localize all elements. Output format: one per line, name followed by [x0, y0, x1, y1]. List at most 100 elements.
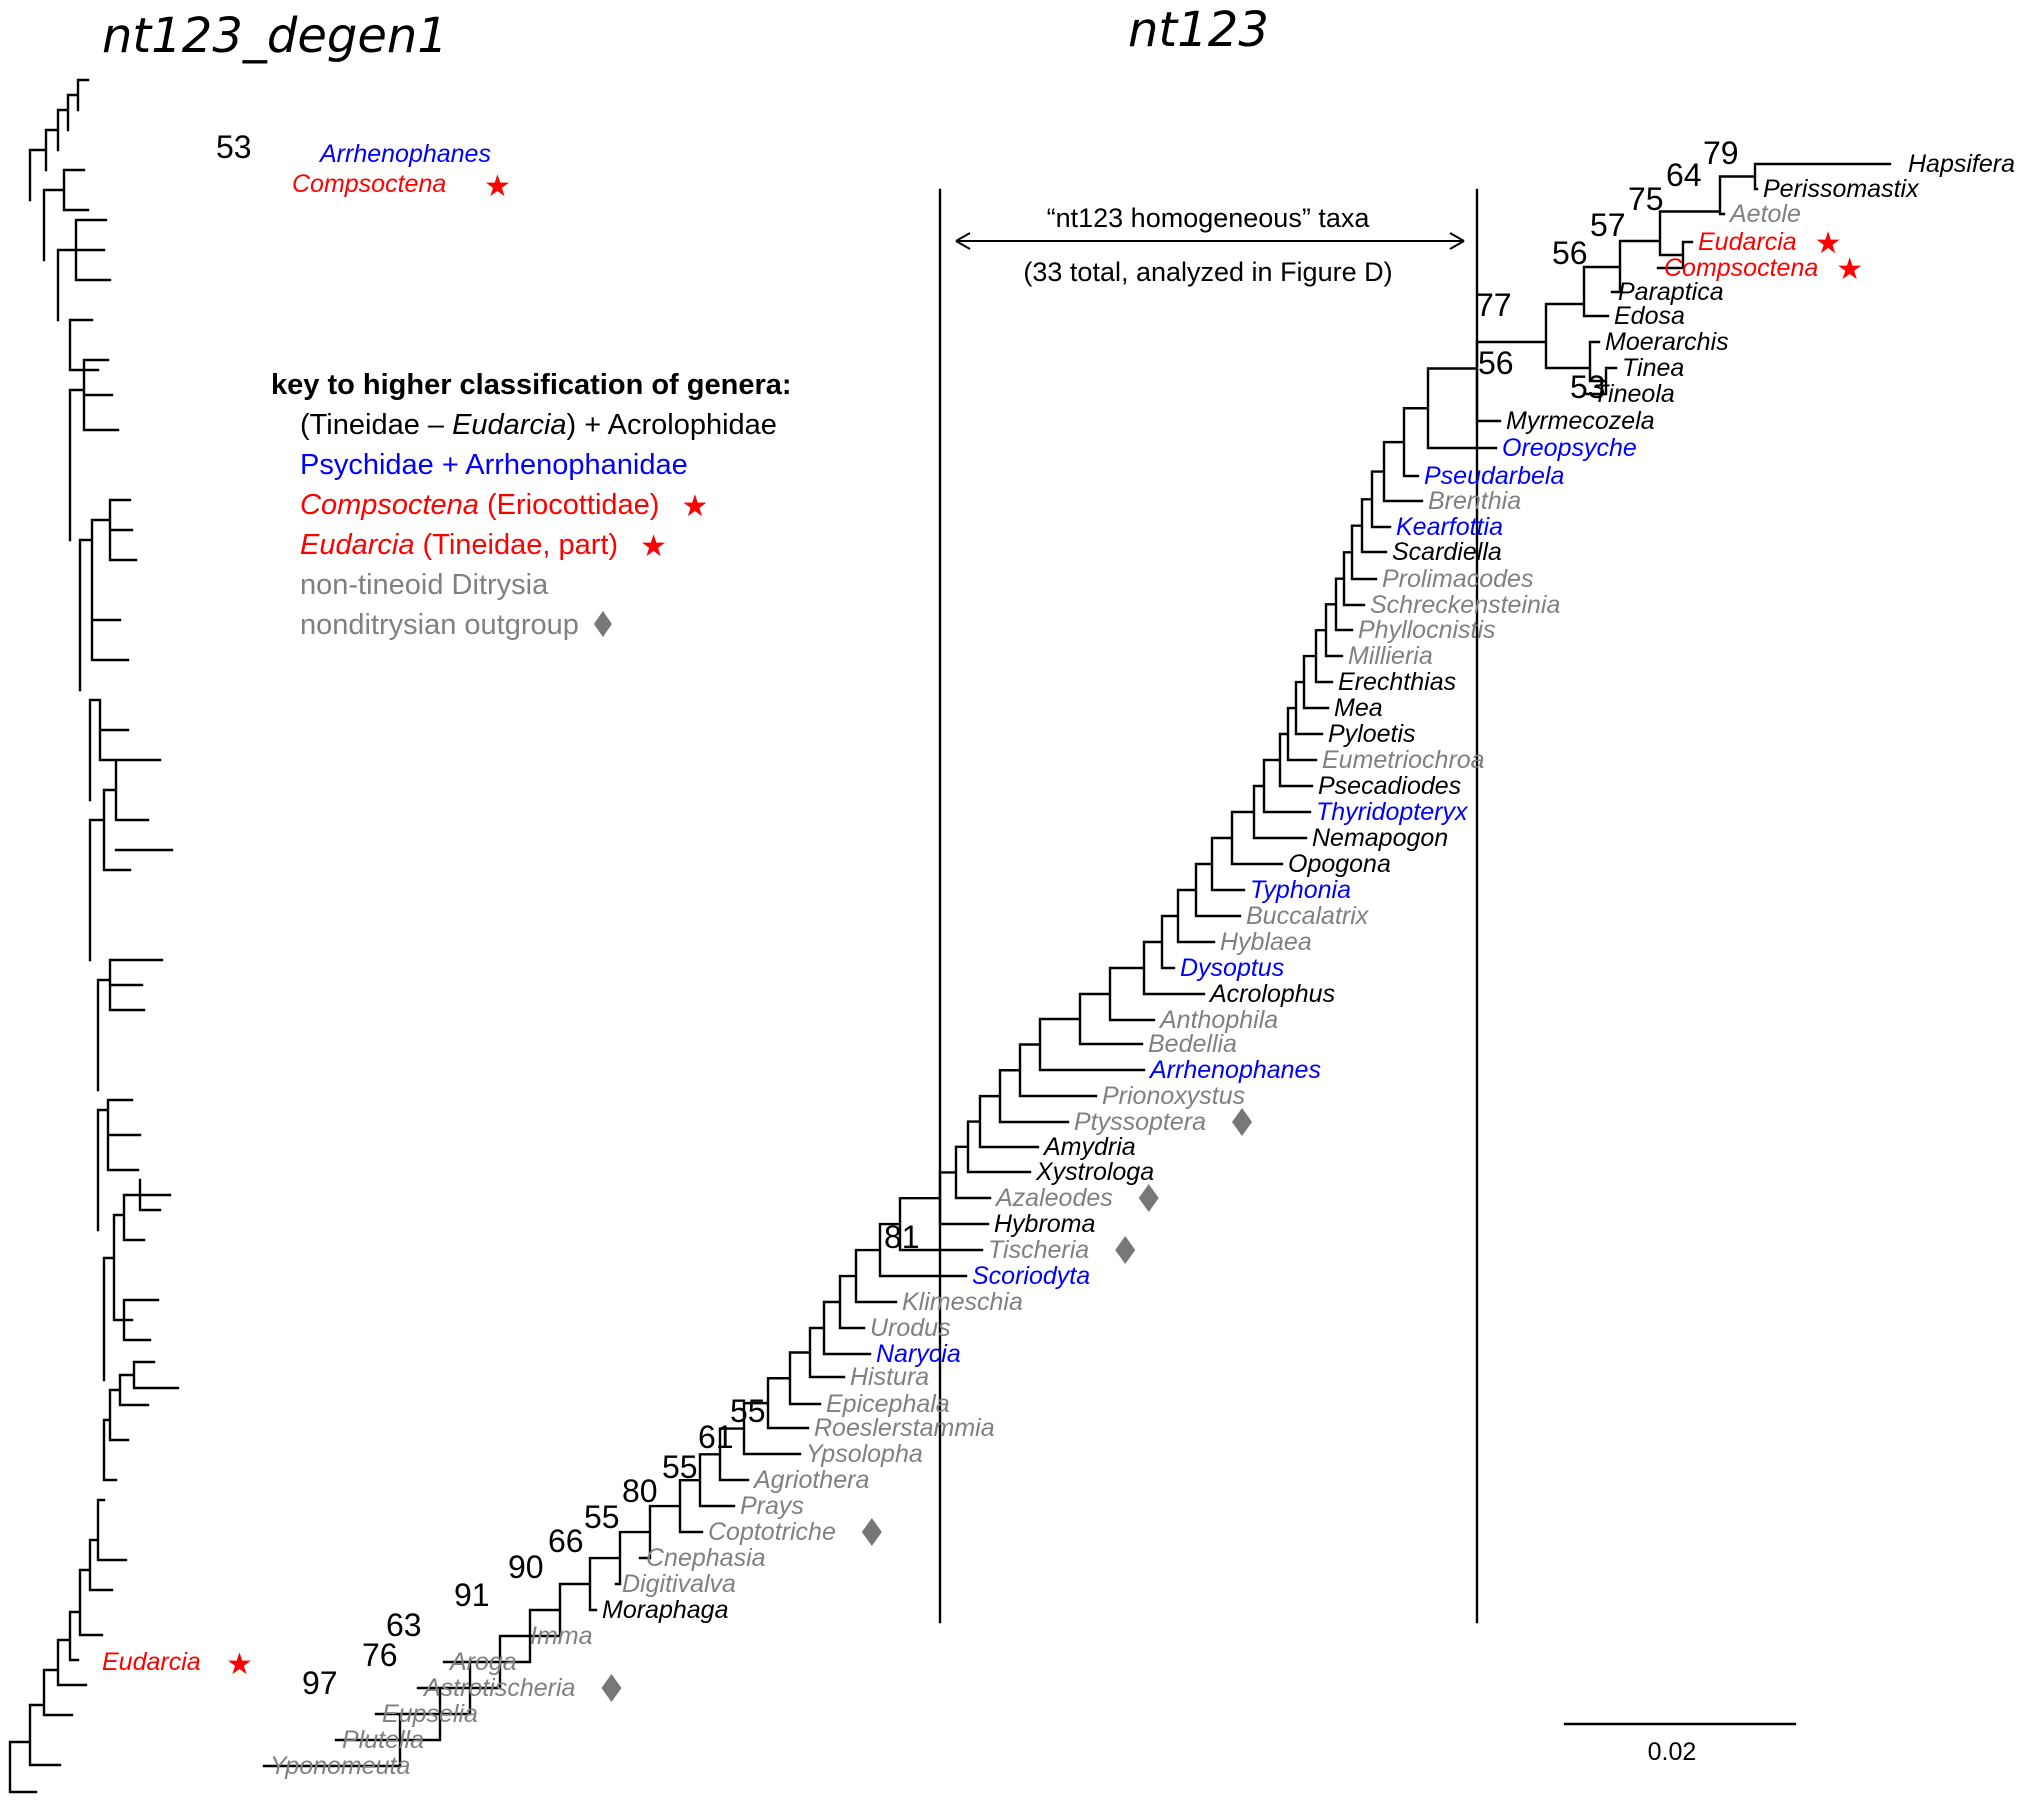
taxon-anthophila: Anthophila: [1158, 1006, 1278, 1034]
taxon-phyllocnistis: Phyllocnistis: [1358, 616, 1496, 644]
bootstrap-value: 75: [1628, 181, 1664, 217]
taxon-eupselia: Eupselia: [382, 1700, 478, 1728]
key-line-3-part-1: Compsoctena: [300, 489, 479, 521]
classification-key: key to higher classification of genera: …: [271, 369, 792, 641]
key-line-4: Eudarcia (Tineidae, part): [300, 529, 618, 561]
bootstrap-value: 79: [1703, 135, 1739, 171]
taxon-xystrologa: Xystrologa: [1035, 1158, 1154, 1186]
key-line-3-part-2: (Eriocottidae): [479, 489, 660, 521]
taxon-mea: Mea: [1334, 694, 1383, 722]
taxon-eudarcia: Eudarcia: [1698, 228, 1797, 256]
scale-bar-label: 0.02: [1648, 1738, 1697, 1766]
left-taxon-eudarcia: Eudarcia: [102, 1648, 201, 1676]
bootstrap-value: 61: [698, 1419, 734, 1455]
taxon-klimeschia: Klimeschia: [902, 1288, 1023, 1316]
key-line-5-part-1: non-tineoid Ditrysia: [300, 569, 549, 601]
taxon-eumetriochroa: Eumetriochroa: [1322, 746, 1485, 774]
taxon-tinea: Tinea: [1622, 354, 1684, 382]
taxon-typhonia: Typhonia: [1250, 876, 1351, 904]
left-tree-title: nt123_degen1: [102, 8, 448, 64]
key-line-1: (Tineidae – Eudarcia) + Acrolophidae: [300, 409, 777, 441]
taxon-narycia: Narycia: [876, 1340, 961, 1368]
left-star-icon-compsoctena: ★: [484, 169, 511, 204]
taxon-acrolophus: Acrolophus: [1208, 980, 1335, 1008]
taxon-hapsifera: Hapsifera: [1908, 150, 2015, 178]
taxon-edosa: Edosa: [1614, 302, 1685, 330]
left-star-icon-eudarcia: ★: [226, 1647, 253, 1682]
diamond-icon-tischeria: [1115, 1236, 1136, 1264]
bootstrap-value: 63: [386, 1607, 422, 1643]
taxon-pyloetis: Pyloetis: [1328, 720, 1416, 748]
diamond-icon-astrotischeria: [601, 1674, 622, 1702]
key-line-6-part-1: nonditrysian outgroup: [300, 609, 579, 641]
taxon-opogona: Opogona: [1288, 850, 1391, 878]
taxon-psecadiodes: Psecadiodes: [1318, 772, 1461, 800]
bootstrap-value: 97: [302, 1665, 338, 1701]
taxon-bedellia: Bedellia: [1148, 1030, 1237, 1058]
taxon-schreckensteinia: Schreckensteinia: [1370, 591, 1560, 619]
key-diamond-icon: [593, 611, 612, 637]
taxon-yponomeuta: Yponomeuta: [270, 1752, 410, 1780]
left-bootstrap: 53: [216, 129, 252, 165]
taxon-dysoptus: Dysoptus: [1180, 954, 1284, 982]
right-tree: [262, 162, 1892, 1768]
bootstrap-value: 91: [454, 1577, 490, 1613]
taxon-hyblaea: Hyblaea: [1220, 928, 1312, 956]
bootstrap-value: 55: [662, 1449, 698, 1485]
right-tree-ladder: [262, 162, 1892, 1768]
taxon-erechthias: Erechthias: [1338, 668, 1456, 696]
key-line-6: nonditrysian outgroup: [300, 609, 579, 641]
taxon-cnephasia: Cnephasia: [646, 1544, 766, 1572]
diamond-icon-azaleodes: [1138, 1184, 1159, 1212]
key-line-4-part-1: Eudarcia: [300, 529, 414, 561]
taxon-scoriodyta: Scoriodyta: [972, 1262, 1090, 1290]
taxon-coptotriche: Coptotriche: [708, 1518, 836, 1546]
taxon-agriothera: Agriothera: [752, 1466, 869, 1494]
key-line-3: Compsoctena (Eriocottidae): [300, 489, 659, 521]
key-star-icon: ★: [681, 489, 708, 524]
bootstrap-value: 77: [1476, 287, 1512, 323]
key-title: key to higher classification of genera:: [271, 369, 792, 401]
key-line-1-part-2: Eudarcia: [452, 409, 566, 441]
taxon-buccalatrix: Buccalatrix: [1246, 902, 1370, 930]
taxon-plutella: Plutella: [342, 1726, 424, 1754]
taxon-prays: Prays: [740, 1492, 804, 1520]
taxon-digitivalva: Digitivalva: [622, 1570, 736, 1598]
taxon-pseudarbela: Pseudarbela: [1424, 462, 1564, 490]
bootstrap-value: 53: [1570, 369, 1606, 405]
taxon-aetole: Aetole: [1728, 200, 1801, 228]
taxon-prionoxystus: Prionoxystus: [1102, 1082, 1245, 1110]
taxon-nemapogon: Nemapogon: [1312, 824, 1448, 852]
taxon-roeslerstammia: Roeslerstammia: [814, 1414, 995, 1442]
key-line-2-part-1: Psychidae + Arrhenophanidae: [300, 449, 688, 481]
taxon-amydria: Amydria: [1042, 1133, 1136, 1161]
taxon-moerarchis: Moerarchis: [1605, 328, 1729, 356]
key-star-icon: ★: [640, 529, 667, 564]
taxon-myrmecozela: Myrmecozela: [1506, 407, 1655, 435]
taxon-prolimacodes: Prolimacodes: [1382, 565, 1533, 593]
taxon-tineola: Tineola: [1593, 380, 1675, 408]
bootstrap-value: 90: [508, 1549, 544, 1585]
taxon-oreopsyche: Oreopsyche: [1502, 434, 1637, 462]
taxon-kearfottia: Kearfottia: [1396, 513, 1503, 541]
taxon-paraptica: Paraptica: [1618, 278, 1724, 306]
key-line-1-part-3: ) + Acrolophidae: [567, 409, 777, 441]
star-icon-eudarcia: ★: [1815, 226, 1842, 261]
taxon-histura: Histura: [850, 1363, 929, 1391]
taxon-millieria: Millieria: [1348, 642, 1433, 670]
taxon-perissomastix: Perissomastix: [1763, 175, 1920, 203]
taxon-urodus: Urodus: [870, 1314, 951, 1342]
taxon-tischeria: Tischeria: [988, 1236, 1089, 1264]
homogeneous-note-line1: “nt123 homogeneous” taxa: [1047, 203, 1371, 233]
taxon-moraphaga: Moraphaga: [602, 1596, 729, 1624]
key-line-1-part-1: (Tineidae –: [300, 409, 452, 441]
bootstrap-value: 76: [362, 1637, 398, 1673]
taxon-aroga: Aroga: [448, 1648, 517, 1676]
bootstrap-value: 80: [622, 1473, 658, 1509]
bootstrap-value: 81: [884, 1219, 920, 1255]
key-line-2: Psychidae + Arrhenophanidae: [300, 449, 688, 481]
taxon-ypsolopha: Ypsolopha: [806, 1440, 923, 1468]
homogeneous-note-line2: (33 total, analyzed in Figure D): [1023, 257, 1392, 287]
